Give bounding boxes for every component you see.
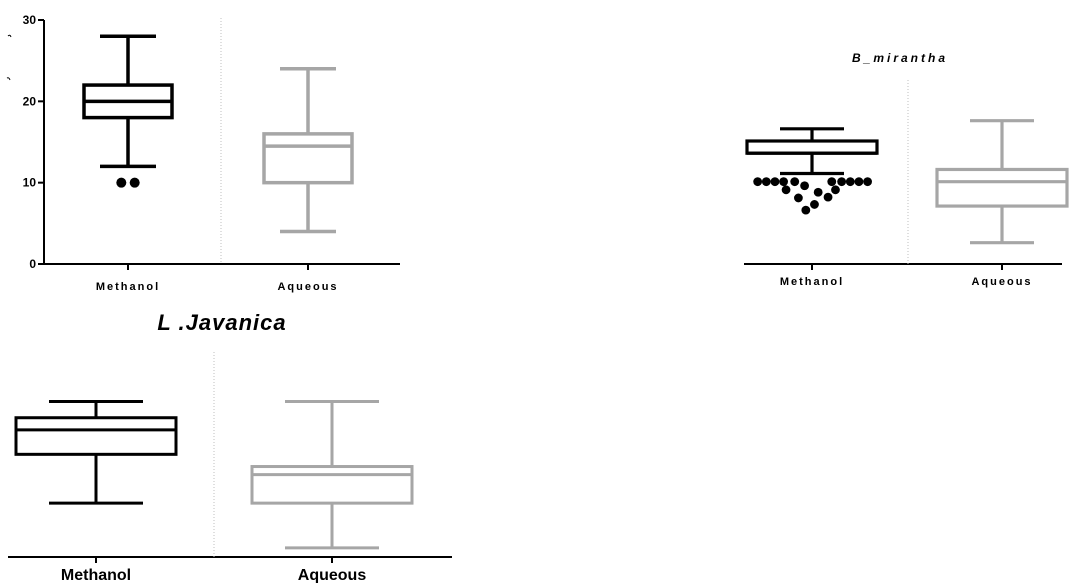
- y-tick-label: 0: [29, 257, 36, 271]
- outlier-point: [823, 192, 833, 202]
- y-axis-label-fragment: [7, 34, 12, 38]
- category-label-methanol: Methanol: [96, 281, 160, 293]
- chart-panel-3: L .Javanica Methanol Aqueous: [8, 310, 452, 583]
- outlier-point: [753, 177, 763, 187]
- chart-panel-1: 0 10 20 30 Methanol Aqueous: [6, 13, 400, 293]
- chart-panel-2: B_mirantha Methanol Aqueous: [744, 51, 1069, 288]
- category-label-methanol: Methanol: [780, 276, 844, 288]
- y-tick-label: 30: [23, 13, 37, 27]
- box-aqueous: [935, 119, 1069, 245]
- y-tick-label: 20: [23, 94, 37, 108]
- y-tick-label: 10: [23, 176, 37, 190]
- outlier-point: [863, 177, 872, 187]
- outlier-point: [779, 177, 788, 187]
- category-label-aqueous: Aqueous: [298, 567, 367, 583]
- iqr-box: [935, 167, 1069, 208]
- iqr-box: [745, 139, 879, 155]
- box-methanol: [14, 399, 178, 505]
- category-label-aqueous: Aqueous: [277, 281, 338, 293]
- box-methanol: [82, 34, 174, 188]
- box-methanol: [745, 127, 879, 215]
- outlier-point: [794, 193, 803, 203]
- outlier-point: [854, 177, 864, 187]
- category-label-methanol: Methanol: [61, 567, 131, 583]
- outlier-point: [845, 177, 855, 187]
- iqr-box: [250, 465, 414, 505]
- outlier-point: [129, 177, 140, 188]
- outlier-point: [810, 200, 819, 209]
- outlier-point: [761, 177, 771, 187]
- outlier-point: [831, 185, 840, 195]
- iqr-box: [262, 132, 354, 185]
- outlier-point: [800, 181, 809, 191]
- outlier-point: [770, 177, 780, 187]
- outlier-point: [813, 187, 823, 197]
- y-axis-label-fragment: [6, 77, 11, 81]
- category-label-aqueous: Aqueous: [971, 276, 1032, 288]
- outlier-point: [827, 177, 837, 187]
- box-aqueous: [262, 67, 354, 234]
- outlier-point: [116, 177, 127, 188]
- box-aqueous: [250, 399, 414, 550]
- chart-title-b-mirantha: B_mirantha: [852, 51, 948, 65]
- iqr-box: [14, 416, 178, 456]
- outlier-point: [837, 177, 847, 187]
- outlier-point: [781, 185, 791, 195]
- outlier-point: [790, 177, 800, 187]
- outlier-point: [801, 205, 811, 215]
- chart-title-l-javanica: L .Javanica: [157, 310, 286, 335]
